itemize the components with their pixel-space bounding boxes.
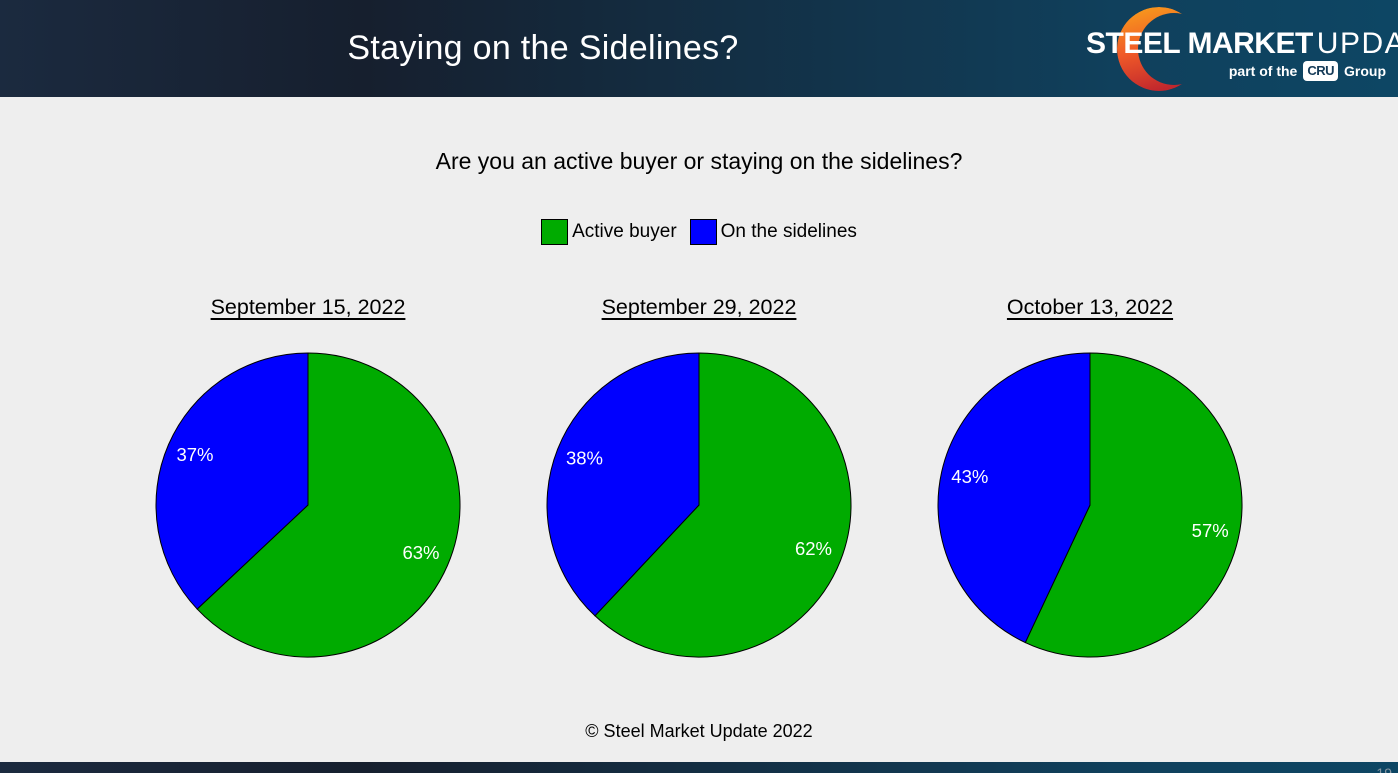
tagline-prefix: part of the [1228,63,1298,79]
pie-slice [937,352,1091,644]
slice-label: 43% [951,466,988,487]
slice-label: 57% [1192,520,1229,541]
pie-title: October 13, 2022 [1006,295,1174,319]
slice-label: 63% [402,542,439,563]
pie-cell-september-29: September 29, 2022 62% 38% [504,295,895,665]
legend-swatch-active-buyer [541,219,569,245]
brand-primary: STEEL MARKET [1086,27,1313,60]
survey-question: Are you an active buyer or staying on th… [435,148,963,174]
pie-slice [155,352,309,610]
crescent-icon [1117,7,1201,91]
legend-label: On the sidelines [720,221,857,242]
tagline-suffix: Group [1344,63,1386,79]
brand-secondary: UPDATE [1316,27,1398,60]
pie-slice [546,352,700,617]
legend-item-on-the-sidelines: On the sidelines [689,219,857,245]
pie-slice [1024,352,1243,658]
pie-chart: 63% 37% [155,352,461,658]
pie-cell-september-15: September 15, 2022 63% 37% [113,295,504,665]
slice-label: 62% [795,538,832,559]
brand-wordmark: STEEL MARKETUPDATE [1086,27,1398,61]
bottom-bar: 19 [0,762,1398,773]
page-number: 19 [1376,765,1392,773]
pie-slice [196,352,461,658]
slice-label: 37% [176,444,213,465]
smu-logo: STEEL MARKETUPDATE part of the CRU Group [1086,0,1398,97]
page-title: Staying on the Sidelines? [347,29,739,67]
pie-chart: 57% 43% [937,352,1243,658]
legend-item-active-buyer: Active buyer [541,219,677,245]
legend-swatch-on-the-sidelines [689,219,717,245]
pie-cell-october-13: October 13, 2022 57% 43% [895,295,1286,665]
copyright: © Steel Market Update 2022 [585,721,813,741]
slice-label: 38% [566,448,603,469]
cru-badge: CRU [1303,61,1338,81]
pie-title: September 15, 2022 [210,295,406,319]
pie-charts-row: September 15, 2022 63% 37% September 29, … [0,295,1398,665]
legend: Active buyer On the sidelines [0,219,1398,245]
header-bar: Staying on the Sidelines? [0,0,1398,97]
pie-title: September 29, 2022 [601,295,797,319]
pie-chart: 62% 38% [546,352,852,658]
brand-tagline: part of the CRU Group [1229,61,1386,81]
pie-slice [594,352,852,658]
main-content: Are you an active buyer or staying on th… [0,148,1398,742]
legend-label: Active buyer [572,221,677,242]
header-title-area: Staying on the Sidelines? [0,29,1086,68]
